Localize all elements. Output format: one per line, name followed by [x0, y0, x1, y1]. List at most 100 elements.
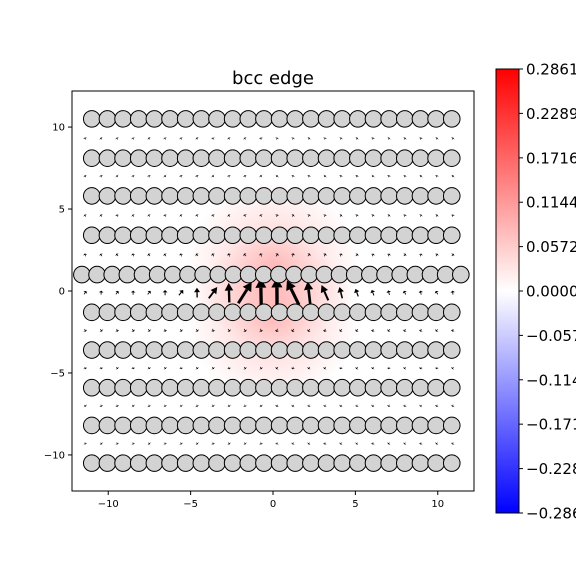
displacement-arrow: [227, 442, 231, 445]
displacement-arrow: [323, 404, 327, 407]
colorbar-gradient: [495, 68, 520, 514]
displacement-arrow: [131, 404, 135, 408]
atom: [317, 416, 336, 435]
atom: [427, 303, 445, 322]
displacement-arrow: [242, 404, 248, 407]
atom: [380, 226, 398, 245]
displacement-arrow: [163, 174, 167, 178]
displacement-arrow: [227, 137, 231, 140]
displacement-arrow: [307, 253, 311, 257]
displacement-arrow: [83, 214, 87, 217]
atom: [176, 187, 195, 205]
displacement-arrow: [371, 174, 375, 178]
displacement-arrow: [307, 137, 311, 140]
displacement-arrow: [419, 214, 423, 217]
atom: [364, 341, 383, 359]
displacement-arrow: [450, 328, 455, 332]
atom: [82, 110, 101, 128]
atom: [239, 454, 258, 472]
displacement-arrow: [98, 290, 104, 295]
atom: [223, 378, 242, 397]
displacement-arrow: [303, 281, 314, 304]
displacement-arrow: [227, 214, 231, 217]
displacement-arrow: [339, 404, 343, 408]
displacement-arrow: [99, 404, 104, 407]
atom: [286, 303, 305, 322]
atom: [286, 378, 305, 397]
atom: [396, 378, 414, 397]
atom: [380, 187, 398, 205]
atom: [161, 303, 179, 322]
colorbar-tick-label: −0.0572: [526, 327, 576, 345]
atom: [98, 303, 117, 322]
displacement-arrow: [355, 442, 359, 445]
atom: [396, 187, 414, 205]
atom: [133, 265, 152, 284]
atom: [179, 265, 197, 284]
atom: [192, 226, 211, 245]
displacement-arrow: [403, 366, 407, 370]
atom: [349, 110, 367, 128]
atom: [427, 149, 445, 168]
atom: [255, 303, 273, 322]
displacement-arrow: [131, 175, 135, 178]
atom: [270, 149, 289, 168]
displacement-arrow: [291, 137, 295, 140]
displacement-arrow: [451, 253, 455, 257]
displacement-arrow: [290, 366, 295, 370]
atom: [255, 110, 273, 128]
atom: [223, 341, 242, 359]
displacement-arrow: [179, 442, 183, 445]
atom: [317, 226, 336, 245]
atom: [208, 378, 226, 397]
atom: [270, 454, 289, 472]
atom: [208, 416, 226, 435]
atom: [161, 454, 179, 472]
atom: [317, 454, 336, 472]
atom: [161, 416, 179, 435]
displacement-arrow: [435, 442, 439, 445]
displacement-arrow: [115, 442, 120, 445]
atom: [396, 226, 414, 245]
atom: [192, 110, 211, 128]
displacement-arrow: [355, 366, 359, 370]
atom: [270, 265, 288, 284]
displacement-arrow: [339, 328, 343, 332]
atom: [442, 341, 461, 359]
atom: [129, 378, 148, 397]
displacement-arrow: [131, 328, 136, 332]
atoms: [73, 110, 470, 472]
atom: [145, 303, 164, 322]
colorbar-tick-label: −0.2861: [526, 505, 576, 523]
atom: [114, 110, 132, 128]
atom: [302, 187, 320, 205]
atom: [208, 454, 226, 472]
displacement-arrow: [323, 253, 327, 257]
atom: [300, 265, 319, 284]
displacement-arrow: [147, 290, 152, 295]
atom: [349, 226, 367, 245]
atom: [270, 303, 289, 322]
atom: [396, 416, 414, 435]
atom: [315, 265, 334, 284]
x-tick-label: −5: [183, 499, 198, 510]
atom: [302, 149, 320, 168]
displacement-arrow: [115, 253, 119, 257]
atom: [254, 265, 273, 284]
atom: [145, 110, 164, 128]
displacement-arrow: [338, 253, 343, 257]
displacement-arrow: [418, 442, 423, 445]
displacement-arrow: [243, 442, 247, 445]
displacement-arrow: [370, 442, 375, 445]
atom: [427, 416, 445, 435]
atom: [333, 226, 351, 245]
displacement-arrow: [131, 214, 135, 217]
displacement-arrow: [115, 214, 120, 217]
displacement-arrow: [322, 328, 327, 332]
displacement-arrow: [355, 175, 359, 178]
displacement-arrow: [387, 329, 391, 332]
colorbar-tick-label: −0.2289: [526, 460, 576, 478]
atom: [161, 226, 179, 245]
displacement-arrow: [179, 214, 183, 217]
displacement-arrow: [338, 366, 343, 370]
